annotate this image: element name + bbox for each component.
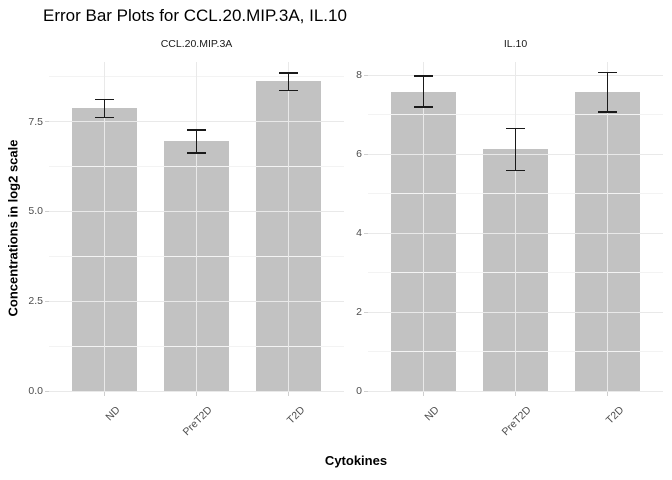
y-tick-label: 0.0 — [28, 385, 43, 397]
gridline-vertical — [288, 62, 290, 391]
errorbar-line — [606, 72, 609, 113]
y-tick-mark — [364, 311, 368, 313]
y-tick-label: 2.5 — [28, 295, 43, 308]
x-tick-mark — [607, 391, 609, 396]
y-tick-mark — [45, 121, 49, 123]
errorbar-cap-top — [95, 98, 114, 101]
x-tick-mark — [196, 391, 197, 396]
errorbar-cap-bottom — [598, 111, 617, 113]
y-tick-mark — [364, 153, 368, 155]
x-tick-label: ND — [103, 404, 123, 424]
y-tick-mark — [364, 390, 368, 392]
gridline-vertical — [607, 62, 609, 391]
gridline-major — [368, 390, 663, 392]
errorbar-cap-top — [598, 71, 617, 74]
x-tick-mark — [515, 391, 516, 396]
x-tick-mark — [103, 391, 105, 396]
y-tick-mark — [45, 390, 49, 392]
errorbar-cap-top — [279, 72, 298, 74]
y-tick-mark — [45, 210, 49, 212]
facet-label: IL.10 — [503, 38, 528, 50]
x-tick-label: PreT2D — [180, 404, 215, 439]
x-tick-mark — [288, 391, 290, 396]
y-tick-mark — [364, 74, 368, 76]
x-tick-label: T2D — [284, 404, 308, 427]
gridline-vertical — [103, 62, 105, 391]
errorbar-line — [103, 99, 106, 118]
y-tick-label: 5.0 — [28, 205, 43, 218]
errorbar-cap-bottom — [95, 116, 114, 119]
errorbar-line — [422, 76, 425, 107]
gridline-vertical — [515, 62, 516, 391]
errorbar-cap-bottom — [414, 106, 433, 108]
errorbar-cap-bottom — [187, 152, 206, 154]
errorbar-cap-top — [187, 129, 206, 131]
y-tick-label: 8 — [356, 69, 362, 82]
gridline-vertical — [196, 62, 197, 391]
y-tick-label: 0 — [356, 385, 362, 397]
y-tick-mark — [364, 232, 368, 234]
y-tick-mark — [45, 300, 49, 302]
x-tick-label: PreT2D — [499, 404, 534, 439]
errorbar-line — [514, 128, 517, 171]
errorbar-cap-bottom — [506, 169, 525, 172]
panel-IL.10 — [368, 62, 663, 392]
gridline-major — [49, 390, 344, 392]
y-tick-label: 7.5 — [28, 115, 43, 128]
y-tick-label: 2 — [356, 306, 362, 319]
x-tick-label: T2D — [603, 404, 627, 427]
errorbar-line — [195, 129, 198, 154]
x-tick-mark — [422, 391, 424, 396]
errorbar-cap-top — [414, 75, 433, 77]
x-axis-title: Cytokines — [324, 453, 388, 468]
y-tick-label: 6 — [356, 148, 362, 161]
errorbar-cap-bottom — [279, 89, 298, 92]
errorbar-cap-top — [506, 127, 525, 130]
facet-label: CCL.20.MIP.3A — [160, 38, 233, 50]
x-tick-label: ND — [422, 404, 442, 424]
errorbar-line — [287, 73, 290, 91]
panel-CCL.20.MIP.3A — [49, 62, 344, 392]
gridline-vertical — [422, 62, 424, 391]
chart-title: Error Bar Plots for CCL.20.MIP.3A, IL.10 — [43, 6, 347, 25]
y-axis-title: Concentrations in log2 scale — [5, 139, 21, 317]
y-tick-label: 4 — [356, 227, 362, 240]
